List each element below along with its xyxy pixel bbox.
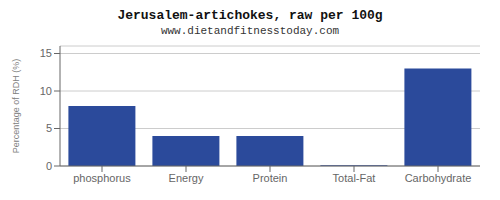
svg-text:Carbohydrate: Carbohydrate	[405, 172, 472, 184]
html-text:www.dietandfitnesstoday.com: www.dietandfitnesstoday.com	[160, 25, 340, 37]
svg-text:10: 10	[40, 85, 52, 97]
svg-text:phosphorus: phosphorus	[73, 172, 131, 184]
svg-text:0: 0	[46, 160, 52, 172]
svg-text:Protein: Protein	[253, 172, 288, 184]
svg-text:Percentage of RDH (%): Percentage of RDH (%)	[11, 59, 21, 154]
html-text:Jerusalem-artichokes, raw per: Jerusalem-artichokes, raw per 100g	[117, 8, 383, 23]
svg-text:15: 15	[40, 47, 52, 59]
svg-text:Energy: Energy	[169, 172, 204, 184]
svg-text:5: 5	[46, 122, 52, 134]
svg-text:Total-Fat: Total-Fat	[333, 172, 376, 184]
